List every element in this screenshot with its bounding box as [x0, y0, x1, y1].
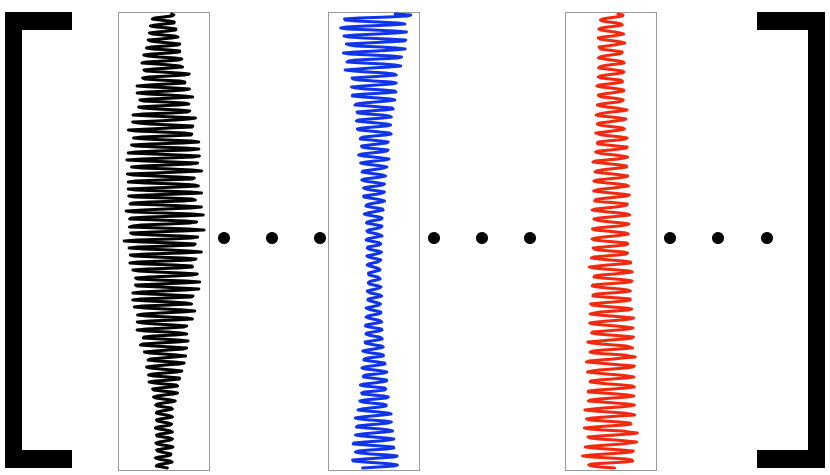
ellipsis [218, 232, 773, 244]
dot [712, 232, 724, 244]
dot [476, 232, 488, 244]
dot [314, 232, 326, 244]
bracket-arm [757, 12, 825, 30]
waveform [581, 12, 639, 470]
bracket-arm [757, 450, 825, 468]
bracket-arm [5, 450, 72, 468]
dot [761, 232, 773, 244]
waveform [339, 12, 413, 470]
right-bracket [757, 12, 825, 468]
bracket-bar [808, 12, 825, 468]
dot [266, 232, 278, 244]
dot [664, 232, 676, 244]
bracket-bar [5, 12, 22, 468]
dot [428, 232, 440, 244]
dot [524, 232, 536, 244]
dot [218, 232, 230, 244]
waveform [122, 12, 206, 470]
bracket-arm [5, 12, 72, 30]
left-bracket [5, 12, 72, 468]
